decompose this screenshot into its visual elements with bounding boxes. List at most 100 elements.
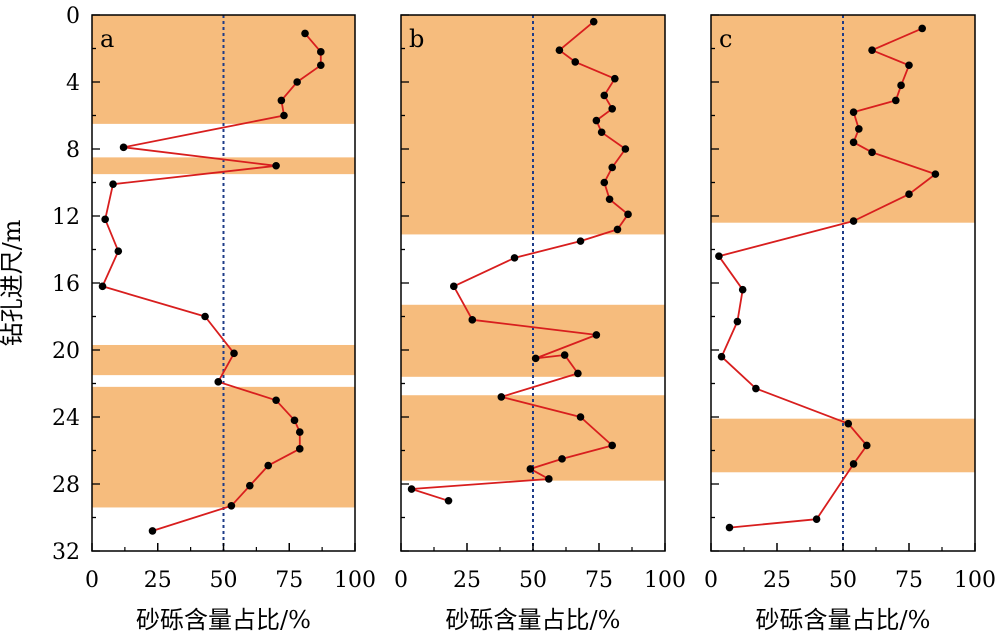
data-point-b-3	[611, 74, 619, 83]
data-point-a-21	[227, 501, 236, 510]
data-point-c-16	[752, 384, 760, 393]
data-point-a-22	[148, 527, 157, 535]
data-point-a-16	[290, 416, 299, 425]
data-point-b-10	[600, 178, 609, 187]
data-point-a-4	[277, 96, 286, 105]
panel-letter-c: c	[719, 25, 732, 53]
panel-c: 0 25 50 75 100 砂砾含量占比/% c	[704, 14, 996, 634]
data-point-b-16	[450, 282, 458, 291]
data-point-c-4	[892, 96, 900, 105]
data-point-c-20	[812, 515, 821, 523]
data-point-a-5	[280, 111, 288, 120]
data-point-b-24	[608, 441, 616, 450]
y-axis-label: 钻孔进尺/m	[0, 219, 26, 346]
x-tick-label-a-1: 25	[144, 568, 172, 593]
data-point-b-7	[597, 128, 606, 137]
y-tick-label-8: 32	[52, 540, 80, 565]
data-point-b-27	[545, 475, 553, 483]
shaded-interval-c-1	[711, 418, 975, 473]
data-point-c-14	[733, 317, 742, 326]
y-tick-label-7: 28	[52, 473, 80, 498]
panel-letter-a: a	[100, 25, 114, 53]
data-point-b-21	[574, 369, 582, 378]
data-point-b-23	[576, 413, 585, 421]
x-tick-label-b-2: 50	[519, 568, 547, 593]
x-tick-label-a-0: 0	[85, 568, 99, 593]
x-axis-label-b: 砂砾含量占比/%	[446, 606, 621, 634]
data-point-a-20	[246, 481, 254, 490]
data-point-b-18	[592, 331, 601, 339]
data-point-b-6	[592, 116, 601, 125]
x-tick-label-b-4: 100	[644, 568, 686, 593]
data-point-b-9	[608, 163, 616, 172]
data-point-c-21	[725, 523, 734, 532]
data-point-c-0	[918, 24, 926, 33]
data-point-b-13	[613, 225, 622, 234]
data-point-a-6	[119, 143, 128, 152]
data-point-c-13	[738, 285, 747, 294]
x-tick-label-c-3: 75	[895, 568, 923, 593]
data-point-b-25	[558, 455, 566, 463]
data-point-a-10	[114, 247, 123, 255]
data-point-a-18	[295, 445, 304, 453]
data-point-c-8	[868, 148, 876, 157]
series-line-c	[718, 27, 937, 529]
y-tick-label-6: 24	[52, 406, 80, 431]
x-tick-label-b-0: 0	[394, 568, 408, 593]
data-point-b-28	[407, 485, 416, 493]
data-point-c-18	[862, 441, 871, 450]
x-tick-label-b-3: 75	[585, 568, 613, 593]
x-tick-label-a-3: 75	[275, 568, 303, 593]
panel-letter-b: b	[409, 25, 424, 53]
x-tick-label-c-4: 100	[954, 568, 996, 593]
data-point-a-7	[272, 161, 280, 170]
data-point-c-15	[717, 352, 726, 361]
data-point-b-17	[468, 316, 477, 324]
x-tick-label-a-4: 100	[334, 568, 376, 593]
data-point-c-19	[849, 460, 858, 468]
data-point-c-3	[897, 81, 905, 90]
data-point-a-12	[201, 312, 209, 321]
data-point-a-17	[295, 428, 304, 436]
data-point-c-5	[849, 108, 858, 116]
y-tick-label-4: 16	[52, 272, 80, 297]
x-tick-label-c-2: 50	[829, 568, 857, 593]
x-axis-label-a: 砂砾含量占比/%	[136, 606, 311, 634]
data-point-c-6	[855, 125, 863, 133]
data-point-b-5	[608, 105, 616, 113]
data-point-c-10	[905, 190, 913, 199]
y-tick-label-1: 4	[66, 71, 80, 96]
data-point-c-9	[931, 170, 940, 178]
data-point-b-15	[510, 254, 519, 262]
data-point-a-11	[98, 282, 107, 291]
data-point-a-9	[101, 215, 109, 224]
data-point-a-13	[230, 349, 238, 358]
x-axis-label-c: 砂砾含量占比/%	[756, 606, 931, 634]
data-point-b-1	[555, 46, 564, 54]
panels: 0 25 50 75 100 0 4 8 12 16 20 24 28 32 砂砾含量占比/% a 0 25 50 7…	[52, 4, 996, 634]
x-tick-label-b-1: 25	[453, 568, 481, 593]
data-point-b-26	[526, 465, 535, 473]
data-point-a-15	[272, 396, 280, 405]
data-point-c-1	[868, 46, 876, 54]
data-point-b-4	[600, 91, 609, 100]
panel-b: 0 25 50 75 100 砂砾含量占比/% b	[394, 14, 686, 634]
y-tick-label-5: 20	[52, 339, 80, 364]
data-point-b-20	[560, 351, 569, 359]
data-point-a-0	[301, 29, 309, 38]
data-point-a-19	[264, 461, 273, 470]
x-tick-label-a-2: 50	[210, 568, 238, 593]
data-point-c-12	[715, 252, 723, 260]
y-tick-label-3: 12	[52, 205, 80, 230]
data-point-a-8	[109, 180, 117, 188]
data-point-b-2	[571, 58, 580, 66]
data-point-b-0	[589, 17, 598, 26]
data-point-b-11	[605, 195, 614, 204]
data-point-b-19	[531, 354, 540, 363]
data-point-b-8	[621, 145, 630, 153]
data-point-b-14	[576, 237, 585, 245]
data-point-b-22	[497, 393, 506, 401]
data-point-a-14	[214, 378, 223, 386]
y-tick-label-2: 8	[66, 138, 80, 163]
